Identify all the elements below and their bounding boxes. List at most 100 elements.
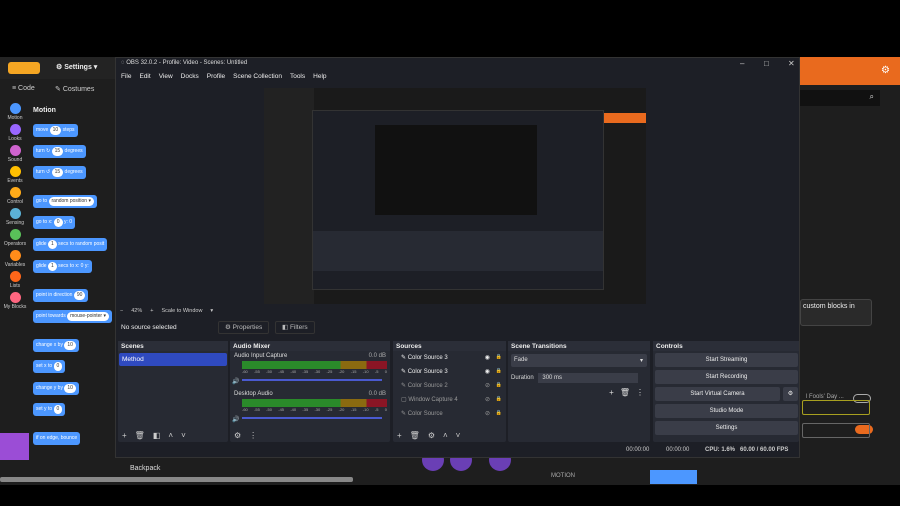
motion-block[interactable]: move 10 steps (33, 124, 78, 137)
backpack[interactable]: Backpack (130, 465, 161, 472)
lock-icon[interactable]: 🔒 (495, 382, 502, 388)
block-input[interactable]: 0 (53, 218, 63, 227)
menu-scene-collection[interactable]: Scene Collection (233, 73, 282, 80)
eye-hidden-icon[interactable]: ⊘ (484, 383, 490, 389)
menu-file[interactable]: File (121, 73, 132, 80)
trash-icon[interactable]: 🗑 (134, 431, 145, 440)
studio-mode-button[interactable]: Studio Mode (655, 404, 798, 418)
start-virtual-camera-button[interactable]: Start Virtual Camera (655, 387, 780, 401)
zoom-out-button[interactable]: − (120, 308, 124, 314)
settings-button[interactable]: Settings (655, 421, 798, 435)
category-variables[interactable]: Variables (0, 250, 30, 268)
source-item[interactable]: ✎ Color Source 2 ⊘ 🔒 (393, 379, 506, 393)
scale-select[interactable]: Scale to Window (161, 308, 203, 314)
speaker-icon[interactable]: 🔊 (232, 379, 240, 385)
category-sound[interactable]: Sound (0, 145, 30, 163)
motion-block[interactable]: change x by 10 (33, 339, 79, 352)
properties-button[interactable]: ⚙ Properties (218, 321, 270, 334)
motion-block[interactable]: glide 1 secs to random posit (33, 238, 108, 251)
block-input[interactable]: 90 (73, 291, 86, 300)
motion-block[interactable]: set y to 0 (33, 403, 66, 416)
add-icon[interactable]: + (609, 388, 614, 397)
lock-icon[interactable]: 🔒 (495, 368, 502, 374)
block-input[interactable]: 15 (51, 147, 64, 156)
category-events[interactable]: Events (0, 166, 30, 184)
category-motion[interactable]: Motion (0, 103, 30, 121)
zoom-in-button[interactable]: + (150, 308, 154, 314)
source-item[interactable]: ✎ Color Source 3 ◉ 🔒 (393, 351, 506, 365)
motion-block[interactable]: point in direction 90 (33, 289, 89, 302)
eye-icon[interactable]: ◉ (484, 355, 490, 361)
trash-icon[interactable]: 🗑 (619, 388, 630, 397)
up-icon[interactable]: ˄ (443, 431, 448, 440)
motion-block[interactable]: change y by 10 (33, 382, 79, 395)
more-icon[interactable]: ⋮ (636, 388, 644, 397)
minimize-icon[interactable]: – (740, 59, 745, 68)
motion-block[interactable]: turn ↻ 15 degrees (33, 145, 86, 158)
category-operators[interactable]: Operators (0, 229, 30, 247)
lock-icon[interactable]: 🔒 (495, 410, 502, 416)
block-input[interactable]: mouse-pointer ▾ (67, 312, 109, 321)
virtual-camera-settings-button[interactable]: ⚙ (783, 387, 798, 401)
category-sensing[interactable]: Sensing (0, 208, 30, 226)
tab-costumes[interactable]: ✎ Costumes (55, 86, 95, 93)
addon-toggle-on[interactable] (855, 425, 873, 434)
start-recording-button[interactable]: Start Recording (655, 370, 798, 384)
block-input[interactable]: 1 (47, 240, 57, 249)
menu-profile[interactable]: Profile (206, 73, 226, 80)
speaker-icon[interactable]: 🔊 (232, 417, 240, 423)
eye-hidden-icon[interactable]: ⊘ (484, 397, 490, 403)
category-my-blocks[interactable]: My Blocks (0, 292, 30, 310)
scene-item[interactable]: Method (119, 353, 227, 366)
color-select[interactable] (650, 470, 697, 484)
lock-icon[interactable]: 🔒 (495, 354, 502, 360)
source-item[interactable]: ▢ Window Capture 4 ⊘ 🔒 (393, 393, 506, 407)
gear-icon[interactable]: ⚙ (881, 65, 890, 76)
more-icon[interactable]: ⋮ (249, 431, 258, 440)
source-item[interactable]: ✎ Color Source ⊘ 🔒 (393, 407, 506, 421)
advanced-audio-icon[interactable]: ⚙ (234, 431, 242, 440)
motion-block[interactable]: point towards mouse-pointer ▾ (33, 310, 112, 323)
scratch-logo[interactable] (8, 62, 40, 74)
category-looks[interactable]: Looks (0, 124, 30, 142)
up-icon[interactable]: ˄ (168, 431, 174, 440)
motion-block[interactable]: go to x: 0 y: 0 (33, 216, 76, 229)
menu-tools[interactable]: Tools (289, 73, 306, 80)
eye-icon[interactable]: ◉ (484, 369, 490, 375)
preview-canvas[interactable] (264, 88, 646, 304)
search-input[interactable]: ⌕ (800, 90, 880, 106)
duration-input[interactable]: 300 ms (538, 373, 639, 383)
block-input[interactable]: random position ▾ (48, 197, 94, 206)
volume-slider[interactable] (242, 379, 382, 381)
menu-edit[interactable]: Edit (139, 73, 151, 80)
block-input[interactable]: 10 (64, 341, 76, 350)
category-control[interactable]: Control (0, 187, 30, 205)
settings-menu[interactable]: ⚙ Settings ▾ (56, 64, 98, 71)
horizontal-scrollbar[interactable] (0, 477, 353, 482)
gear-icon[interactable]: ⚙ (427, 431, 435, 440)
filters-button[interactable]: ◧ Filters (275, 321, 315, 334)
block-input[interactable]: 10 (49, 126, 62, 135)
block-input[interactable]: 10 (64, 384, 76, 393)
filter-icon[interactable]: ◧ (152, 431, 161, 440)
add-icon[interactable]: + (397, 431, 402, 440)
block-input[interactable]: 0 (53, 405, 63, 414)
transition-select[interactable]: Fade ▾ (511, 354, 647, 367)
addon-input[interactable] (802, 400, 870, 415)
category-lists[interactable]: Lists (0, 271, 30, 289)
addon-input[interactable] (802, 423, 870, 438)
motion-block[interactable]: go to random position ▾ (33, 195, 97, 208)
motion-block[interactable]: if on edge, bounce (33, 432, 81, 445)
menu-help[interactable]: Help (313, 73, 327, 80)
addon-toggle-off[interactable] (853, 394, 871, 403)
block-input[interactable]: 1 (47, 262, 57, 271)
block-input[interactable]: 15 (51, 168, 64, 177)
start-streaming-button[interactable]: Start Streaming (655, 353, 798, 367)
add-extension-button[interactable] (0, 433, 29, 460)
block-input[interactable]: 0 (53, 362, 63, 371)
menu-docks[interactable]: Docks (180, 73, 199, 80)
eye-hidden-icon[interactable]: ⊘ (484, 411, 490, 417)
add-icon[interactable]: + (122, 431, 127, 440)
down-icon[interactable]: ˅ (181, 431, 186, 440)
close-icon[interactable]: ✕ (788, 59, 795, 68)
